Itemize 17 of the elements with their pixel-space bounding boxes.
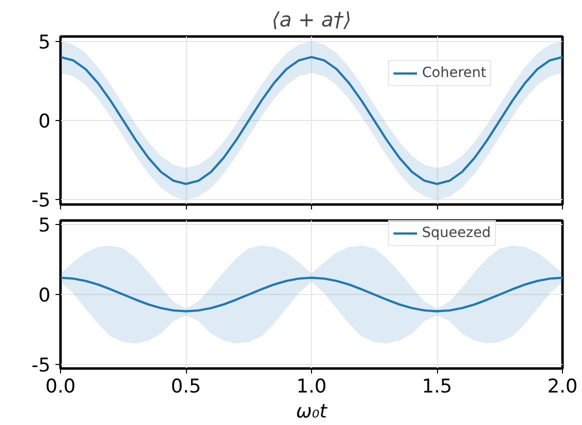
x-tick-label: 0.5 — [170, 376, 202, 398]
line-series — [60, 56, 562, 185]
y-tick-label: 0 — [38, 284, 51, 306]
y-tick-label: 5 — [38, 214, 51, 237]
y-tick-label: -5 — [32, 190, 51, 212]
y-tick-label: -5 — [32, 354, 51, 376]
legend-label: Squeezed — [422, 225, 491, 241]
x-tick-label: 2.0 — [547, 376, 578, 398]
legend-label: Coherent — [422, 65, 486, 81]
y-tick-label: 0 — [38, 110, 51, 132]
x-tick-label: 0.0 — [45, 376, 76, 398]
x-axis-title: ω₀t — [296, 400, 329, 422]
x-tick-label: 1.5 — [422, 376, 452, 398]
chart-title: ⟨a + a†⟩ — [272, 8, 352, 32]
y-tick-label: 5 — [38, 31, 51, 54]
line-series — [60, 276, 562, 312]
x-tick-label: 1.0 — [296, 376, 327, 398]
